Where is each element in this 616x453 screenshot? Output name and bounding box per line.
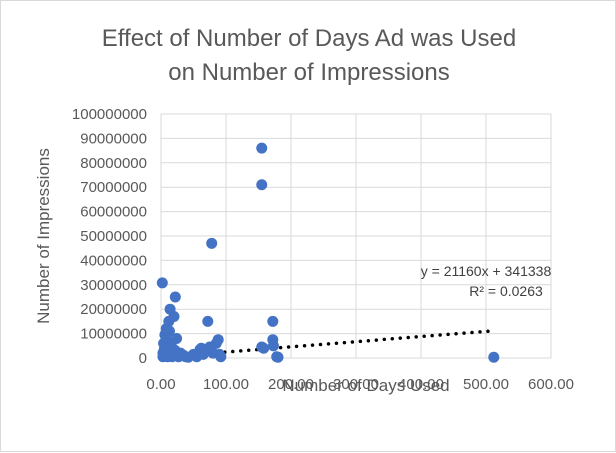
y-tick-label: 40000000 (80, 252, 147, 269)
data-point (156, 277, 168, 289)
x-tick-label: 600.00 (528, 376, 574, 393)
trendline-equation: y = 21160x + 341338 (421, 263, 552, 279)
data-point (272, 351, 284, 363)
y-tick-label: 10000000 (80, 326, 147, 343)
y-tick-label: 80000000 (80, 155, 147, 172)
x-tick-label: 100.00 (203, 376, 249, 393)
x-tick-label: 300.00 (333, 376, 379, 393)
data-point (267, 340, 279, 352)
y-tick-label: 100000000 (72, 106, 147, 123)
data-point (256, 142, 268, 154)
x-axis-ticks: 0.00 100.00 200.00 300.00 400.00 500.00 600.00 (146, 376, 574, 393)
y-tick-label: 90000000 (80, 130, 147, 147)
y-tick-label: 60000000 (80, 204, 147, 221)
y-axis-ticks: 0 10000000 20000000 30000000 40000000 5000000… (72, 106, 147, 367)
y-tick-label: 30000000 (80, 277, 147, 294)
data-point (168, 311, 180, 323)
data-point (212, 334, 224, 346)
data-points (156, 142, 500, 363)
data-point (267, 315, 279, 327)
chart-title-line-2: on Number of Impressions (168, 59, 449, 86)
data-point (206, 237, 218, 249)
chart-title-line-1: Effect of Number of Days Ad was Used (102, 25, 516, 52)
data-point (258, 342, 270, 354)
y-tick-label: 0 (139, 350, 147, 367)
x-axis-title: Number of Days Used (282, 376, 449, 395)
x-tick-label: 400.00 (398, 376, 444, 393)
data-point (256, 179, 268, 191)
data-point (215, 351, 227, 363)
y-tick-label: 20000000 (80, 301, 147, 318)
x-tick-label: 500.00 (463, 376, 509, 393)
trendline-r-squared: R² = 0.0263 (469, 283, 543, 299)
data-point (488, 351, 500, 363)
data-point (163, 325, 175, 337)
y-tick-label: 50000000 (80, 228, 147, 245)
gridlines (160, 113, 552, 359)
data-point (202, 315, 214, 327)
y-tick-label: 70000000 (80, 179, 147, 196)
x-tick-label: 200.00 (268, 376, 314, 393)
data-point (169, 291, 181, 303)
x-tick-label: 0.00 (146, 376, 175, 393)
y-axis-title: Number of Impressions (34, 148, 53, 324)
data-point (171, 332, 183, 344)
